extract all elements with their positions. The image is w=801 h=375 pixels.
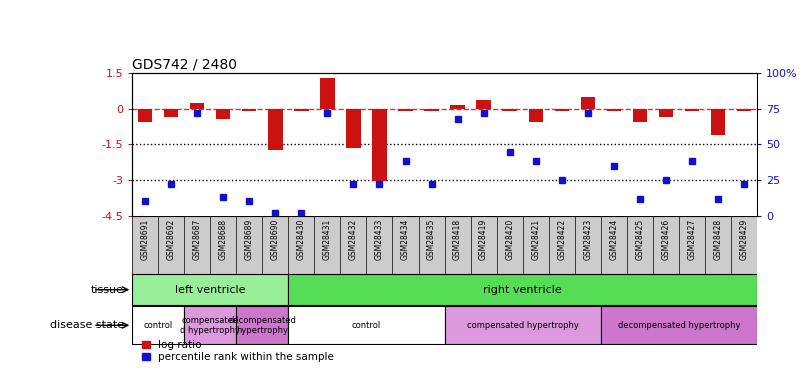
Bar bbox=[288, 274, 757, 305]
Text: GSM28433: GSM28433 bbox=[375, 219, 384, 260]
Bar bbox=[372, 109, 387, 181]
Bar bbox=[398, 109, 413, 111]
Bar bbox=[425, 109, 439, 111]
Text: GSM28427: GSM28427 bbox=[687, 219, 696, 260]
Bar bbox=[601, 306, 757, 344]
Text: GDS742 / 2480: GDS742 / 2480 bbox=[132, 58, 237, 72]
Bar bbox=[294, 109, 308, 111]
Bar bbox=[477, 100, 491, 109]
Text: GSM28435: GSM28435 bbox=[427, 219, 436, 260]
Text: disease state: disease state bbox=[50, 320, 124, 330]
Text: control: control bbox=[352, 321, 381, 330]
Bar bbox=[710, 109, 725, 135]
Bar bbox=[737, 109, 751, 111]
Text: GSM28428: GSM28428 bbox=[714, 219, 723, 260]
Text: GSM28434: GSM28434 bbox=[401, 219, 410, 260]
Text: GSM28430: GSM28430 bbox=[297, 219, 306, 260]
Bar bbox=[132, 274, 288, 305]
Text: tissue: tissue bbox=[91, 285, 124, 295]
Text: decompensated
hypertrophy: decompensated hypertrophy bbox=[228, 316, 296, 335]
Bar bbox=[554, 109, 569, 111]
Text: GSM28688: GSM28688 bbox=[219, 219, 227, 260]
Text: GSM28687: GSM28687 bbox=[193, 219, 202, 260]
Text: GSM28421: GSM28421 bbox=[531, 219, 540, 260]
Bar bbox=[216, 109, 231, 119]
Text: compensated hypertrophy: compensated hypertrophy bbox=[467, 321, 578, 330]
Text: GSM28432: GSM28432 bbox=[349, 219, 358, 260]
Text: GSM28689: GSM28689 bbox=[245, 219, 254, 260]
Text: GSM28418: GSM28418 bbox=[453, 219, 462, 260]
Text: control: control bbox=[143, 321, 173, 330]
Text: GSM28429: GSM28429 bbox=[739, 219, 748, 260]
Bar bbox=[288, 306, 445, 344]
Bar bbox=[658, 109, 673, 117]
Text: GSM28419: GSM28419 bbox=[479, 219, 488, 260]
Bar bbox=[320, 78, 335, 109]
Bar bbox=[184, 306, 236, 344]
Bar bbox=[242, 109, 256, 111]
Text: GSM28422: GSM28422 bbox=[557, 219, 566, 260]
Text: compensated
d hypertrophy: compensated d hypertrophy bbox=[180, 316, 240, 335]
Text: GSM28424: GSM28424 bbox=[610, 219, 618, 260]
Bar bbox=[236, 306, 288, 344]
Bar bbox=[529, 109, 543, 122]
Text: left ventricle: left ventricle bbox=[175, 285, 246, 295]
Bar bbox=[633, 109, 647, 122]
Text: GSM28690: GSM28690 bbox=[271, 219, 280, 260]
Text: GSM28426: GSM28426 bbox=[662, 219, 670, 260]
Bar bbox=[346, 109, 360, 148]
Bar bbox=[138, 109, 152, 122]
Bar bbox=[132, 306, 184, 344]
Bar bbox=[190, 103, 204, 109]
Bar bbox=[502, 109, 517, 111]
Text: GSM28692: GSM28692 bbox=[167, 219, 175, 260]
Bar bbox=[581, 97, 595, 109]
Text: GSM28425: GSM28425 bbox=[635, 219, 644, 260]
Bar bbox=[164, 109, 179, 117]
Text: decompensated hypertrophy: decompensated hypertrophy bbox=[618, 321, 740, 330]
Text: GSM28420: GSM28420 bbox=[505, 219, 514, 260]
Text: GSM28423: GSM28423 bbox=[583, 219, 592, 260]
Bar bbox=[268, 109, 283, 150]
Text: GSM28431: GSM28431 bbox=[323, 219, 332, 260]
Bar bbox=[445, 306, 601, 344]
Bar bbox=[685, 109, 699, 111]
Bar bbox=[606, 109, 621, 111]
Legend: log ratio, percentile rank within the sample: log ratio, percentile rank within the sa… bbox=[138, 336, 338, 366]
Text: right ventricle: right ventricle bbox=[483, 285, 562, 295]
Text: GSM28691: GSM28691 bbox=[141, 219, 150, 260]
Bar bbox=[450, 105, 465, 109]
